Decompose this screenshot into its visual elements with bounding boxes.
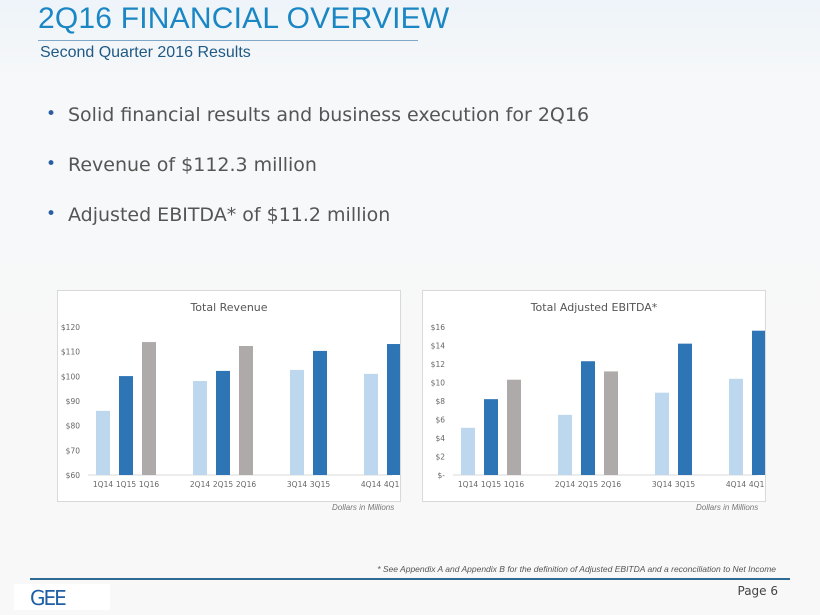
x-tick-label: 1Q16 bbox=[139, 480, 159, 489]
page-number: Page 6 bbox=[737, 584, 779, 598]
y-tick-label: $4 bbox=[435, 434, 445, 443]
bullet-list: • Solid financial results and business ex… bbox=[46, 104, 589, 254]
bar-1q15 bbox=[484, 399, 498, 475]
bullet-icon: • bbox=[46, 154, 57, 174]
company-logo: GEE bbox=[14, 584, 110, 610]
bar-1q14 bbox=[461, 427, 475, 475]
bar-1q15 bbox=[119, 376, 133, 475]
y-tick-label: $60 bbox=[66, 471, 81, 480]
bar-3q14 bbox=[290, 369, 304, 475]
y-tick-label: $8 bbox=[435, 397, 445, 406]
bullet-icon: • bbox=[46, 104, 57, 124]
y-tick-label: $14 bbox=[431, 342, 446, 351]
bar-2q16 bbox=[239, 345, 253, 475]
slide-subtitle: Second Quarter 2016 Results bbox=[40, 44, 251, 61]
bar-2q16 bbox=[604, 371, 618, 475]
x-tick-label: 1Q14 bbox=[93, 480, 113, 489]
bar-1q14 bbox=[96, 410, 110, 475]
bar-2q15 bbox=[216, 370, 230, 475]
bar-3q15 bbox=[678, 343, 692, 475]
y-tick-label: $2 bbox=[435, 453, 445, 462]
footer-divider bbox=[30, 578, 790, 580]
y-tick-label: $120 bbox=[61, 323, 80, 332]
y-tick-label: $90 bbox=[66, 397, 81, 406]
chart-title: Total Revenue bbox=[189, 301, 267, 314]
x-tick-label: 4Q15 bbox=[384, 480, 400, 489]
x-tick-label: 4Q15 bbox=[749, 480, 765, 489]
chart-title: Total Adjusted EBITDA* bbox=[530, 301, 658, 314]
y-tick-label: $16 bbox=[431, 323, 446, 332]
bullet-icon: • bbox=[46, 204, 57, 224]
bar-4q15 bbox=[387, 344, 400, 475]
y-tick-label: $6 bbox=[435, 416, 445, 425]
y-tick-label: $12 bbox=[431, 360, 446, 369]
y-tick-label: $100 bbox=[61, 372, 80, 381]
bar-2q15 bbox=[581, 361, 595, 475]
bullet-item: • Solid financial results and business ex… bbox=[46, 104, 589, 154]
x-tick-label: 1Q14 bbox=[458, 480, 478, 489]
slide-title: 2Q16 FINANCIAL OVERVIEW bbox=[38, 2, 450, 35]
bar-3q14 bbox=[655, 392, 669, 475]
bar-4q15 bbox=[752, 330, 765, 475]
footnote: * See Appendix A and Appendix B for the … bbox=[377, 564, 776, 574]
x-tick-label: 4Q14 bbox=[361, 480, 381, 489]
x-tick-label: 3Q15 bbox=[310, 480, 330, 489]
ebitda-chart: Total Adjusted EBITDA* $- $2 $4 $6 $8 $10 $12 $1… bbox=[422, 290, 766, 502]
x-tick-label: 3Q15 bbox=[675, 480, 695, 489]
bar-1q16 bbox=[507, 379, 521, 475]
x-tick-label: 2Q15 bbox=[213, 480, 233, 489]
revenue-units-note: Dollars in Millions bbox=[332, 503, 395, 512]
x-tick-label: 2Q14 bbox=[555, 480, 575, 489]
title-divider bbox=[38, 40, 418, 41]
bullet-item: • Adjusted EBITDA* of $11.2 million bbox=[46, 204, 589, 254]
ebitda-units-note: Dollars in Millions bbox=[696, 503, 759, 512]
bar-4q14 bbox=[364, 373, 378, 475]
logo-text: GEE bbox=[30, 586, 66, 610]
revenue-chart-svg: Total Revenue $60 $70 $80 $90 $100 $110 $120 1Q1… bbox=[61, 301, 400, 489]
x-tick-label: 1Q16 bbox=[504, 480, 524, 489]
x-tick-label: 1Q15 bbox=[481, 480, 501, 489]
bar-3q15 bbox=[313, 350, 327, 475]
x-tick-label: 4Q14 bbox=[726, 480, 746, 489]
bar-2q14 bbox=[558, 414, 572, 475]
bar-1q16 bbox=[142, 342, 156, 475]
x-tick-label: 3Q14 bbox=[652, 480, 672, 489]
x-tick-label: 2Q16 bbox=[236, 480, 256, 489]
y-tick-label: $110 bbox=[61, 348, 80, 357]
bullet-text: Adjusted EBITDA* of $11.2 million bbox=[68, 204, 391, 226]
bar-4q14 bbox=[729, 378, 743, 475]
ebitda-chart-svg: Total Adjusted EBITDA* $- $2 $4 $6 $8 $10 $12 $1… bbox=[431, 301, 765, 489]
y-tick-label: $80 bbox=[66, 422, 81, 431]
y-tick-label: $70 bbox=[66, 446, 81, 455]
bullet-item: • Revenue of $112.3 million bbox=[46, 154, 589, 204]
gee-logo-icon: GEE bbox=[30, 586, 68, 610]
x-tick-label: 2Q16 bbox=[601, 480, 621, 489]
bar-2q14 bbox=[193, 381, 207, 475]
x-tick-label: 3Q14 bbox=[287, 480, 307, 489]
x-tick-label: 2Q15 bbox=[578, 480, 598, 489]
x-tick-label: 1Q15 bbox=[116, 480, 136, 489]
bullet-text: Solid financial results and business exe… bbox=[68, 104, 590, 126]
x-tick-label: 2Q14 bbox=[190, 480, 210, 489]
y-tick-label: $- bbox=[438, 471, 446, 480]
bullet-text: Revenue of $112.3 million bbox=[68, 154, 317, 176]
y-tick-label: $10 bbox=[431, 379, 446, 388]
revenue-chart: Total Revenue $60 $70 $80 $90 $100 $110 $120 1Q1… bbox=[57, 290, 401, 502]
